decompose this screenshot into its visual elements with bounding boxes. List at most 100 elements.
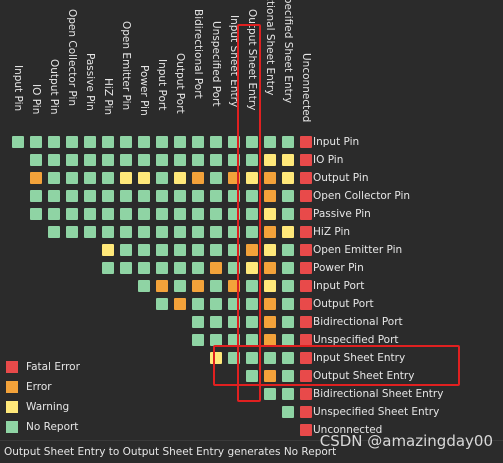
matrix-cell-open-emitter-pin-x-input-sheet-entry[interactable]	[228, 244, 240, 256]
matrix-cell-passive-pin-x-open-collector-pin[interactable]	[66, 208, 78, 220]
matrix-cell-output-port-x-bidirectional-sheet-entry[interactable]	[264, 298, 276, 310]
matrix-cell-power-pin-x-unconnected[interactable]	[300, 262, 312, 274]
matrix-cell-input-pin-x-input-pin[interactable]	[12, 136, 24, 148]
matrix-cell-passive-pin-x-output-port[interactable]	[174, 208, 186, 220]
matrix-cell-bidirectional-sheet-entry-x-bidirectional-sheet-entry[interactable]	[264, 388, 276, 400]
matrix-cell-output-pin-x-output-sheet-entry[interactable]	[246, 172, 258, 184]
matrix-cell-output-port-x-input-port[interactable]	[156, 298, 168, 310]
matrix-cell-open-emitter-pin-x-input-port[interactable]	[156, 244, 168, 256]
matrix-cell-input-port-x-unspecified-port[interactable]	[210, 280, 222, 292]
matrix-cell-input-pin-x-power-pin[interactable]	[138, 136, 150, 148]
matrix-cell-open-emitter-pin-x-unconnected[interactable]	[300, 244, 312, 256]
matrix-cell-io-pin-x-unspecified-sheet-entry[interactable]	[282, 154, 294, 166]
matrix-cell-output-pin-x-bidirectional-port[interactable]	[192, 172, 204, 184]
matrix-cell-input-pin-x-open-emitter-pin[interactable]	[120, 136, 132, 148]
matrix-cell-output-pin-x-unconnected[interactable]	[300, 172, 312, 184]
matrix-cell-hiz-pin-x-bidirectional-port[interactable]	[192, 226, 204, 238]
matrix-cell-io-pin-x-unspecified-port[interactable]	[210, 154, 222, 166]
matrix-cell-passive-pin-x-passive-pin[interactable]	[84, 208, 96, 220]
matrix-cell-open-collector-pin-x-passive-pin[interactable]	[84, 190, 96, 202]
matrix-cell-hiz-pin-x-output-port[interactable]	[174, 226, 186, 238]
matrix-cell-power-pin-x-unspecified-port[interactable]	[210, 262, 222, 274]
matrix-cell-input-sheet-entry-x-unspecified-port[interactable]	[210, 352, 222, 364]
matrix-cell-io-pin-x-output-pin[interactable]	[48, 154, 60, 166]
matrix-cell-output-sheet-entry-x-unspecified-sheet-entry[interactable]	[282, 370, 294, 382]
matrix-cell-output-pin-x-open-emitter-pin[interactable]	[120, 172, 132, 184]
matrix-cell-open-emitter-pin-x-bidirectional-port[interactable]	[192, 244, 204, 256]
matrix-cell-open-emitter-pin-x-open-emitter-pin[interactable]	[120, 244, 132, 256]
matrix-cell-output-sheet-entry-x-output-sheet-entry[interactable]	[246, 370, 258, 382]
matrix-cell-open-collector-pin-x-output-port[interactable]	[174, 190, 186, 202]
matrix-cell-open-collector-pin-x-input-port[interactable]	[156, 190, 168, 202]
matrix-cell-bidirectional-port-x-bidirectional-sheet-entry[interactable]	[264, 316, 276, 328]
matrix-cell-bidirectional-port-x-input-sheet-entry[interactable]	[228, 316, 240, 328]
matrix-cell-output-port-x-output-sheet-entry[interactable]	[246, 298, 258, 310]
matrix-cell-open-collector-pin-x-io-pin[interactable]	[30, 190, 42, 202]
matrix-cell-hiz-pin-x-output-pin[interactable]	[48, 226, 60, 238]
matrix-cell-open-collector-pin-x-unconnected[interactable]	[300, 190, 312, 202]
matrix-cell-hiz-pin-x-input-sheet-entry[interactable]	[228, 226, 240, 238]
matrix-cell-passive-pin-x-io-pin[interactable]	[30, 208, 42, 220]
matrix-cell-unconnected-x-unconnected[interactable]	[300, 424, 312, 436]
matrix-cell-input-pin-x-bidirectional-port[interactable]	[192, 136, 204, 148]
matrix-cell-input-pin-x-bidirectional-sheet-entry[interactable]	[264, 136, 276, 148]
matrix-cell-bidirectional-port-x-unconnected[interactable]	[300, 316, 312, 328]
matrix-cell-input-pin-x-io-pin[interactable]	[30, 136, 42, 148]
matrix-cell-passive-pin-x-hiz-pin[interactable]	[102, 208, 114, 220]
matrix-cell-open-collector-pin-x-input-sheet-entry[interactable]	[228, 190, 240, 202]
matrix-cell-io-pin-x-bidirectional-sheet-entry[interactable]	[264, 154, 276, 166]
matrix-cell-input-pin-x-open-collector-pin[interactable]	[66, 136, 78, 148]
matrix-cell-open-emitter-pin-x-power-pin[interactable]	[138, 244, 150, 256]
matrix-cell-io-pin-x-open-collector-pin[interactable]	[66, 154, 78, 166]
matrix-cell-power-pin-x-input-port[interactable]	[156, 262, 168, 274]
matrix-cell-unspecified-port-x-bidirectional-port[interactable]	[192, 334, 204, 346]
matrix-cell-bidirectional-port-x-unspecified-port[interactable]	[210, 316, 222, 328]
matrix-cell-output-pin-x-input-sheet-entry[interactable]	[228, 172, 240, 184]
matrix-cell-input-pin-x-unspecified-port[interactable]	[210, 136, 222, 148]
matrix-cell-passive-pin-x-output-pin[interactable]	[48, 208, 60, 220]
matrix-cell-open-collector-pin-x-bidirectional-sheet-entry[interactable]	[264, 190, 276, 202]
matrix-cell-hiz-pin-x-unspecified-sheet-entry[interactable]	[282, 226, 294, 238]
matrix-cell-open-collector-pin-x-power-pin[interactable]	[138, 190, 150, 202]
matrix-cell-io-pin-x-hiz-pin[interactable]	[102, 154, 114, 166]
matrix-cell-output-port-x-output-port[interactable]	[174, 298, 186, 310]
matrix-cell-power-pin-x-hiz-pin[interactable]	[102, 262, 114, 274]
matrix-cell-input-pin-x-input-sheet-entry[interactable]	[228, 136, 240, 148]
matrix-cell-bidirectional-sheet-entry-x-unconnected[interactable]	[300, 388, 312, 400]
matrix-cell-io-pin-x-open-emitter-pin[interactable]	[120, 154, 132, 166]
matrix-cell-io-pin-x-output-sheet-entry[interactable]	[246, 154, 258, 166]
matrix-cell-unspecified-sheet-entry-x-unspecified-sheet-entry[interactable]	[282, 406, 294, 418]
matrix-cell-open-collector-pin-x-output-sheet-entry[interactable]	[246, 190, 258, 202]
matrix-cell-io-pin-x-passive-pin[interactable]	[84, 154, 96, 166]
matrix-cell-output-port-x-input-sheet-entry[interactable]	[228, 298, 240, 310]
matrix-cell-output-pin-x-open-collector-pin[interactable]	[66, 172, 78, 184]
matrix-cell-passive-pin-x-power-pin[interactable]	[138, 208, 150, 220]
matrix-cell-unspecified-port-x-unconnected[interactable]	[300, 334, 312, 346]
matrix-cell-power-pin-x-open-emitter-pin[interactable]	[120, 262, 132, 274]
matrix-cell-hiz-pin-x-open-collector-pin[interactable]	[66, 226, 78, 238]
matrix-cell-passive-pin-x-input-port[interactable]	[156, 208, 168, 220]
matrix-cell-input-port-x-unspecified-sheet-entry[interactable]	[282, 280, 294, 292]
matrix-cell-open-emitter-pin-x-hiz-pin[interactable]	[102, 244, 114, 256]
matrix-cell-output-port-x-bidirectional-port[interactable]	[192, 298, 204, 310]
matrix-cell-hiz-pin-x-passive-pin[interactable]	[84, 226, 96, 238]
matrix-cell-input-port-x-bidirectional-sheet-entry[interactable]	[264, 280, 276, 292]
matrix-cell-unspecified-port-x-unspecified-port[interactable]	[210, 334, 222, 346]
matrix-cell-input-port-x-input-sheet-entry[interactable]	[228, 280, 240, 292]
matrix-cell-output-port-x-unspecified-port[interactable]	[210, 298, 222, 310]
matrix-cell-input-port-x-output-port[interactable]	[174, 280, 186, 292]
matrix-cell-input-port-x-unconnected[interactable]	[300, 280, 312, 292]
matrix-cell-output-pin-x-output-port[interactable]	[174, 172, 186, 184]
matrix-cell-input-sheet-entry-x-output-sheet-entry[interactable]	[246, 352, 258, 364]
matrix-cell-power-pin-x-bidirectional-sheet-entry[interactable]	[264, 262, 276, 274]
matrix-cell-hiz-pin-x-output-sheet-entry[interactable]	[246, 226, 258, 238]
matrix-cell-input-port-x-bidirectional-port[interactable]	[192, 280, 204, 292]
matrix-cell-output-pin-x-power-pin[interactable]	[138, 172, 150, 184]
matrix-cell-open-collector-pin-x-unspecified-sheet-entry[interactable]	[282, 190, 294, 202]
matrix-cell-power-pin-x-power-pin[interactable]	[138, 262, 150, 274]
matrix-cell-passive-pin-x-input-sheet-entry[interactable]	[228, 208, 240, 220]
matrix-cell-input-pin-x-unspecified-sheet-entry[interactable]	[282, 136, 294, 148]
matrix-cell-output-pin-x-hiz-pin[interactable]	[102, 172, 114, 184]
matrix-cell-power-pin-x-input-sheet-entry[interactable]	[228, 262, 240, 274]
matrix-cell-open-collector-pin-x-bidirectional-port[interactable]	[192, 190, 204, 202]
